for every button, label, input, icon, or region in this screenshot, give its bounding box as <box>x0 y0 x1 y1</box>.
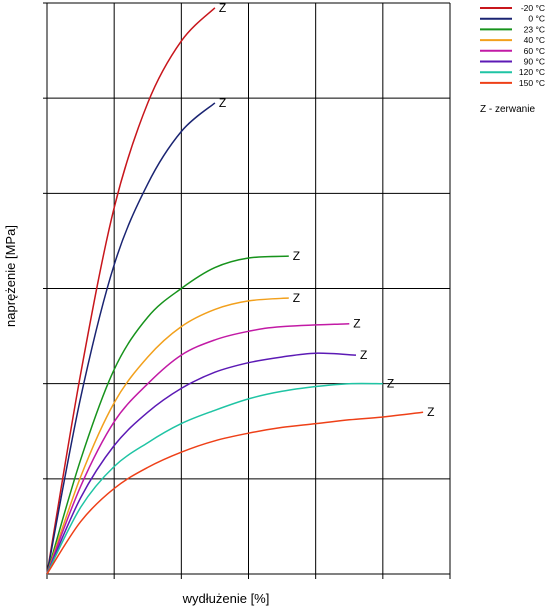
series-line <box>46 255 289 575</box>
rupture-label: Z <box>360 348 367 362</box>
x-axis-label: wydłużenie [%] <box>182 591 270 606</box>
legend-entry-label: 120 °C <box>519 67 545 77</box>
legend-entry-label: 40 °C <box>524 35 545 45</box>
series-line <box>46 322 350 575</box>
series-line <box>46 7 216 575</box>
rupture-label: Z <box>353 317 360 331</box>
series-line <box>46 411 424 575</box>
series-line <box>46 102 216 575</box>
rupture-label: Z <box>293 249 300 263</box>
series-line <box>46 352 357 575</box>
legend-entry-label: 23 °C <box>524 24 545 34</box>
rupture-label: Z <box>219 96 226 110</box>
rupture-markers: Z Z Z Z Z Z Z Z <box>219 1 435 419</box>
rupture-label: Z <box>427 405 434 419</box>
rupture-label: Z <box>219 1 226 15</box>
legend-entry-label: 150 °C <box>519 78 545 88</box>
legend-entry-label: 90 °C <box>524 57 545 67</box>
rupture-label: Z <box>387 377 394 391</box>
legend-entry-label: 60 °C <box>524 46 545 56</box>
legend-entry-label: -20 °C <box>521 3 545 13</box>
plot-grid <box>43 2 451 579</box>
series-line <box>46 382 383 575</box>
legend-entry-label: 0 °C <box>528 14 545 24</box>
rupture-label: Z <box>293 291 300 305</box>
series-curves <box>46 7 424 575</box>
legend-note: Z - zerwanie <box>480 104 535 115</box>
y-axis-label: naprężenie [MPa] <box>3 225 18 327</box>
series-line <box>46 297 289 575</box>
